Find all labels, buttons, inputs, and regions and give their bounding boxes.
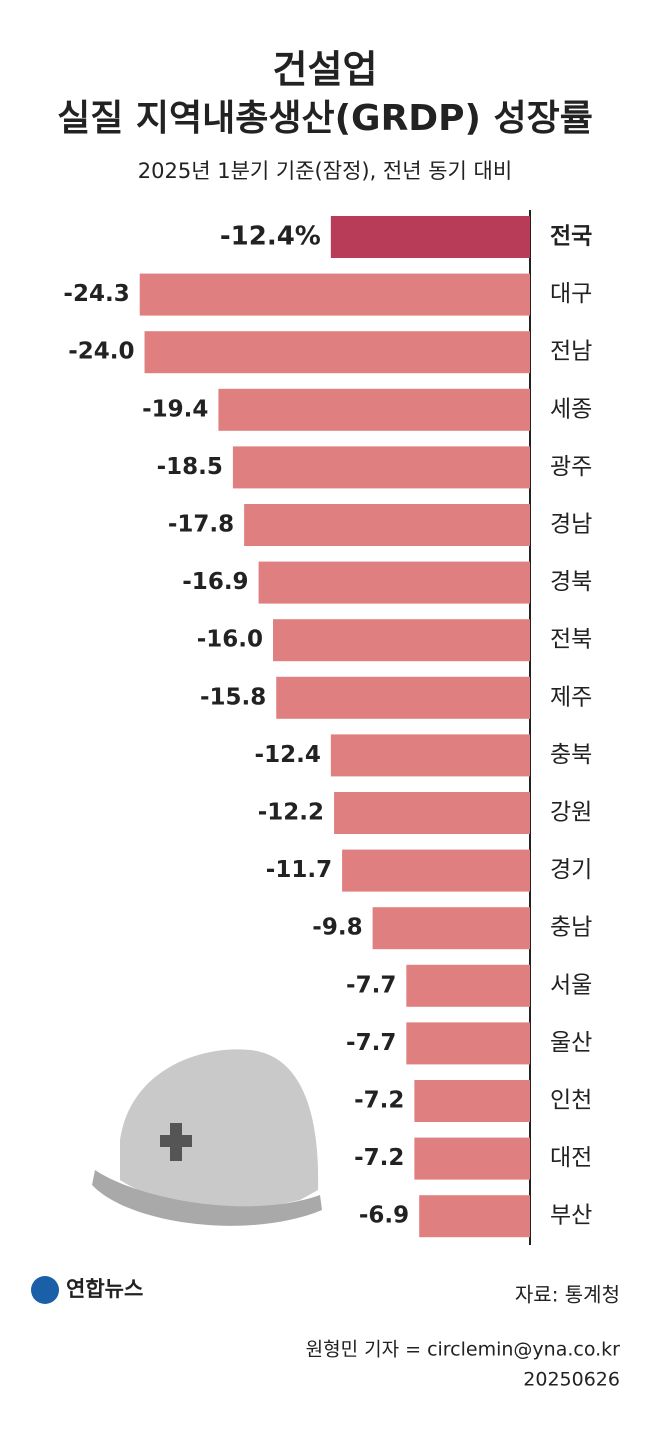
y-tick-label: 경기 — [550, 857, 592, 883]
chart-subtitle: 2025년 1분기 기준(잠정), 전년 동기 대비 — [138, 159, 512, 183]
value-label: -15.8 — [200, 684, 266, 710]
bar — [276, 676, 530, 719]
y-tick-label: 경남 — [550, 512, 592, 538]
y-tick-label: 경북 — [550, 569, 592, 595]
value-label: -7.7 — [346, 1030, 396, 1056]
bar — [330, 216, 530, 258]
value-label: -12.4% — [220, 222, 321, 252]
value-label: -12.2 — [258, 800, 324, 826]
value-label: -6.9 — [359, 1203, 409, 1229]
bar — [419, 1195, 530, 1238]
bar — [406, 1022, 530, 1065]
y-tick-label: 인천 — [550, 1088, 592, 1114]
y-tick-label: 전북 — [550, 627, 592, 653]
bar — [414, 1137, 530, 1180]
bar — [258, 561, 530, 604]
source: 자료: 통계청 — [515, 1283, 620, 1307]
bar — [218, 388, 530, 431]
bar — [273, 619, 530, 662]
value-label: -7.2 — [354, 1088, 404, 1114]
value-label: -24.0 — [68, 339, 134, 365]
logo: 연합뉴스 — [31, 1276, 143, 1304]
value-label: -11.7 — [266, 857, 332, 883]
date: 20250626 — [523, 1369, 620, 1391]
bar — [330, 734, 530, 777]
helmet — [92, 1049, 322, 1226]
bar — [139, 273, 530, 316]
byline: 원형민 기자 = circlemin@yna.co.kr — [306, 1339, 621, 1361]
value-label: -16.0 — [197, 627, 263, 653]
y-tick-label: 세종 — [550, 396, 592, 422]
value-label: -16.9 — [182, 569, 248, 595]
chart-title: 실질 지역내총생산(GRDP) 성장률 — [57, 98, 593, 139]
y-tick-label: 충북 — [550, 742, 592, 768]
y-tick-label: 충남 — [550, 915, 592, 941]
chart-title: 건설업 — [273, 48, 378, 92]
bar — [406, 964, 530, 1007]
y-tick-label: 전남 — [550, 339, 592, 365]
y-tick-label: 울산 — [550, 1030, 592, 1056]
bar — [334, 792, 530, 834]
y-tick-label: 서울 — [550, 972, 592, 998]
value-label: -19.4 — [142, 396, 208, 422]
y-tick-label: 강원 — [550, 800, 592, 826]
bar — [342, 849, 530, 892]
value-label: -18.5 — [157, 454, 223, 480]
value-label: -12.4 — [255, 742, 321, 768]
value-label: -7.2 — [354, 1145, 404, 1171]
bar — [414, 1080, 530, 1122]
bar — [372, 907, 530, 950]
y-tick-label: 전국 — [550, 224, 592, 250]
bar — [244, 504, 530, 546]
logo-text: 연합뉴스 — [66, 1277, 143, 1301]
value-label: -17.8 — [168, 512, 234, 538]
y-tick-label: 대전 — [550, 1145, 592, 1171]
bar — [232, 446, 530, 489]
bar — [144, 331, 530, 374]
y-tick-label: 광주 — [550, 454, 592, 480]
value-label: -7.7 — [346, 972, 396, 998]
y-tick-label: 부산 — [550, 1203, 592, 1229]
y-tick-label: 대구 — [550, 281, 592, 307]
y-tick-label: 제주 — [550, 684, 592, 710]
value-label: -9.8 — [312, 915, 362, 941]
value-label: -24.3 — [63, 281, 129, 307]
